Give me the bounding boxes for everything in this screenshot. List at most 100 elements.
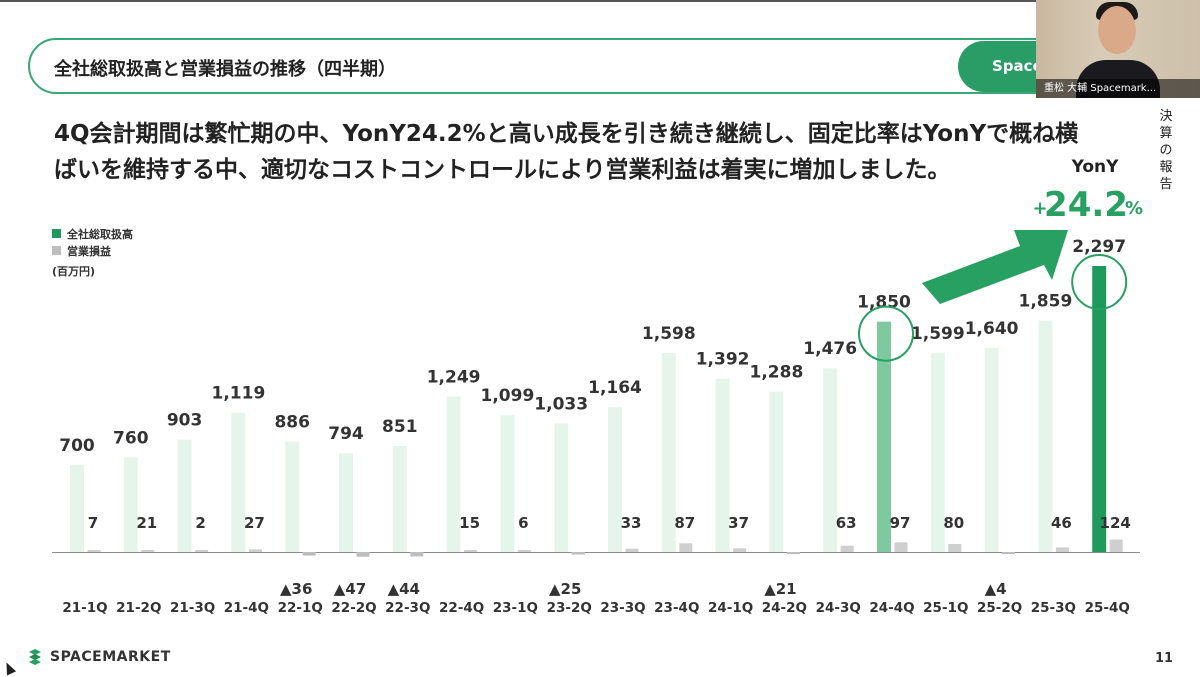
op-bar [625, 548, 639, 552]
x-tick-label: 23-3Q [600, 600, 645, 616]
gmv-bar [877, 321, 891, 552]
op-bar [571, 552, 585, 555]
op-bar [1055, 547, 1069, 552]
chart-unit: (百万円) [52, 265, 96, 278]
gmv-label: 760 [113, 428, 149, 448]
op-bar [195, 550, 209, 552]
video-caption: 重松 大輔 Spacemark... [1036, 79, 1200, 98]
legend-swatch-op [52, 246, 61, 255]
gmv-label: 1,599 [911, 324, 965, 344]
x-tick-label: 23-1Q [493, 600, 538, 616]
gmv-label: 1,164 [588, 378, 642, 398]
op-label: ▲21 [764, 580, 796, 598]
gmv-bar [123, 457, 138, 552]
gmv-bar [177, 439, 192, 552]
gmv-bar [1038, 320, 1053, 552]
gmv-label: 1,033 [534, 394, 588, 414]
op-label: 124 [1100, 514, 1131, 532]
gmv-label: 903 [167, 411, 203, 431]
op-label: 27 [244, 514, 265, 532]
x-tick-label: 25-1Q [923, 600, 968, 616]
speaker-head [1098, 6, 1136, 54]
gmv-label: 1,119 [212, 384, 266, 404]
gmv-bar [608, 407, 622, 552]
highlight-circle-25-4q [1071, 254, 1128, 310]
x-tick-label: 23-2Q [547, 600, 592, 616]
gmv-label: 1,476 [803, 339, 857, 359]
yony-sign: + [1032, 198, 1047, 219]
x-tick-label: 24-2Q [762, 600, 807, 616]
gmv-label: 1,392 [696, 350, 750, 370]
op-label: ▲4 [985, 580, 1007, 598]
footer-logo: SPACEMARKET [26, 648, 171, 666]
highlight-circle-24-4q [858, 305, 914, 362]
legend-item-op: 営業損益 [52, 242, 133, 259]
op-bar [1002, 552, 1016, 554]
gmv-label: 1,099 [481, 386, 535, 406]
op-bar [840, 545, 854, 552]
gmv-bar [769, 391, 784, 552]
op-label: 37 [728, 514, 749, 532]
gmv-bar [554, 423, 569, 552]
op-label: 33 [621, 514, 642, 532]
title-pill [28, 38, 1098, 94]
op-label: 63 [836, 514, 857, 532]
op-bar [141, 549, 155, 552]
op-label: 15 [459, 514, 480, 532]
page-number: 11 [1155, 651, 1174, 666]
op-bar [410, 552, 424, 557]
x-tick-label: 21-1Q [62, 600, 107, 616]
x-tick-label: 25-4Q [1085, 600, 1130, 616]
video-thumbnail[interactable]: 重松 大輔 Spacemark... [1036, 0, 1200, 98]
op-label: ▲47 [334, 580, 366, 598]
op-bar [733, 548, 747, 552]
gmv-label: 1,288 [750, 363, 804, 383]
gmv-bar [500, 415, 515, 552]
gmv-label: 886 [274, 413, 310, 433]
gmv-bar [823, 368, 838, 552]
gmv-bar [1092, 266, 1107, 552]
gmv-bar [339, 453, 353, 552]
op-label: 6 [518, 514, 528, 532]
gmv-bar [984, 347, 999, 552]
op-bar [679, 543, 693, 552]
gmv-bar [715, 378, 730, 552]
op-label: 97 [890, 514, 911, 532]
legend-label-gmv: 全社総取扱高 [67, 227, 133, 241]
legend-swatch-gmv [52, 229, 61, 238]
x-tick-label: 24-3Q [816, 600, 861, 616]
op-bar [1109, 539, 1123, 552]
x-tick-label: 25-3Q [1031, 600, 1076, 616]
gmv-bar [392, 446, 407, 552]
op-bar [248, 549, 262, 552]
legend-label-op: 営業損益 [67, 244, 111, 258]
yony-percent: % [1125, 198, 1143, 219]
op-bar [517, 550, 531, 552]
op-label: 2 [195, 514, 205, 532]
gmv-bar [285, 441, 300, 552]
x-tick-label: 25-2Q [977, 600, 1022, 616]
op-label: 46 [1051, 514, 1072, 532]
op-label: 7 [88, 514, 98, 532]
op-bar [786, 552, 800, 555]
op-label: 80 [943, 514, 964, 532]
op-bar [464, 550, 478, 552]
gmv-label: 1,640 [965, 319, 1019, 339]
legend-item-gmv: 全社総取扱高 [52, 225, 133, 242]
gmv-label: 794 [328, 424, 364, 444]
x-tick-label: 22-3Q [385, 600, 430, 616]
gmv-label: 1,859 [1019, 292, 1073, 312]
op-bar [87, 550, 101, 552]
x-tick-label: 24-4Q [869, 600, 914, 616]
x-tick-label: 22-1Q [278, 600, 323, 616]
yony-label: YonY [1071, 157, 1120, 177]
spacemarket-logo-icon [29, 649, 41, 665]
op-bar [894, 542, 908, 552]
op-bar [356, 552, 370, 557]
headline-line-2: ばいを維持する中、適切なコストコントロールにより営業利益は着実に増加しました。 [54, 157, 951, 183]
x-tick-label: 23-4Q [654, 600, 699, 616]
slide-title: 全社総取扱高と営業損益の推移（四半期） [54, 59, 396, 80]
gmv-label: 851 [382, 417, 418, 437]
op-bar [302, 552, 316, 556]
